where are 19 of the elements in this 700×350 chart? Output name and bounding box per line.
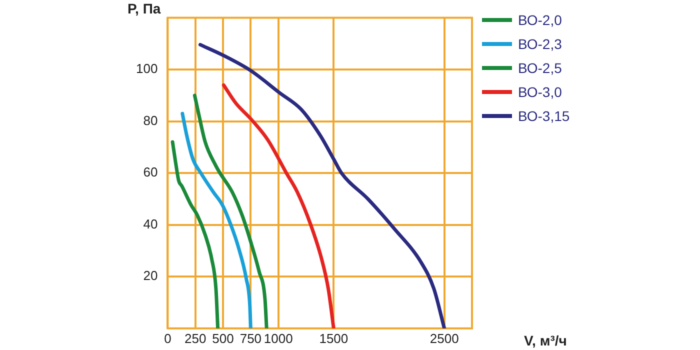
x-tick-label: 250 (184, 330, 206, 346)
legend-label: ВО-2,5 (518, 60, 562, 76)
legend-label: ВО-2,3 (518, 36, 562, 52)
y-axis-title: P, Па (128, 0, 161, 17)
x-tick-label: 1500 (319, 330, 348, 346)
legend-label: ВО-3,0 (518, 84, 562, 100)
y-tick-label: 80 (143, 112, 158, 128)
y-tick-label: 100 (136, 61, 158, 76)
y-tick-label: 20 (143, 268, 158, 284)
x-tick-label: 1000 (264, 330, 293, 346)
y-tick-label: 40 (143, 216, 158, 232)
y-tick-label: 60 (143, 164, 158, 180)
legend-label: ВО-2,0 (518, 12, 562, 28)
x-tick-label: 0 (164, 330, 172, 346)
legend-label: ВО-3,15 (518, 108, 570, 124)
x-axis-title: V, м³/ч (524, 332, 567, 348)
x-tick-label: 2500 (430, 330, 459, 346)
x-tick-label: 500 (212, 330, 234, 346)
x-tick-label: 750 (240, 330, 262, 346)
